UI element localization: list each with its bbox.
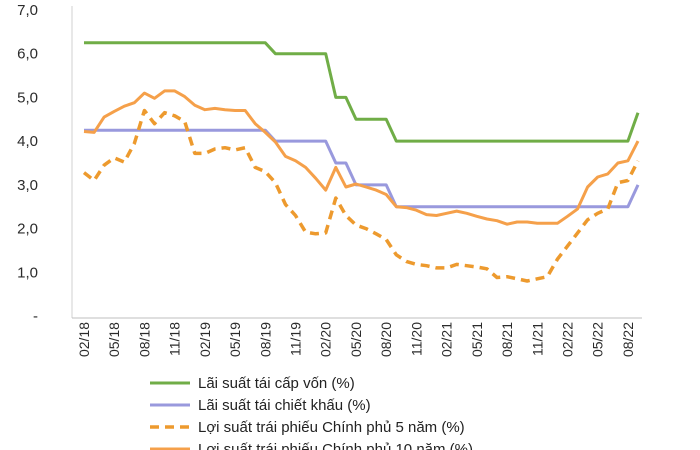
x-tick-label: 05/18: [106, 322, 122, 357]
x-tick-label: 02/22: [559, 322, 575, 357]
x-tick-label: 02/20: [318, 322, 334, 357]
y-tick-label: 5,0: [17, 89, 38, 106]
y-tick-label: 3,0: [17, 177, 38, 194]
legend-label: Lợi suất trái phiếu Chính phủ 5 năm (%): [198, 419, 465, 436]
series-lines: [82, 41, 640, 283]
y-tick-label: 7,0: [17, 2, 38, 19]
x-tick-label: 11/19: [288, 322, 304, 356]
y-tick-label: 1,0: [17, 264, 38, 281]
legend-label: Lợi suất trái phiếu Chính phủ 10 năm (%): [198, 441, 473, 450]
y-tick-label: -: [33, 308, 38, 325]
legend-label: Lãi suất tái cấp vốn (%): [198, 375, 355, 392]
x-tick-label: 05/20: [348, 322, 364, 357]
x-tick-label: 02/21: [439, 322, 455, 357]
x-tick-label: 05/22: [590, 322, 606, 357]
x-tick-label: 02/18: [76, 322, 92, 357]
legend: Lãi suất tái cấp vốn (%) Lãi suất tái chi…: [150, 375, 473, 450]
x-tick-label: 08/20: [378, 322, 394, 357]
x-tick-labels: 02/18 05/18 08/18 11/18 02/19 05/19 08/19 11/19…: [76, 322, 636, 357]
series-line-4: [83, 89, 640, 226]
y-tick-label: 6,0: [17, 46, 38, 63]
y-tick-labels: - 1,0 2,0 3,0 4,0 5,0 6,0 7,0: [17, 2, 38, 325]
series-line-1: [84, 41, 640, 143]
x-tick-label: 08/19: [257, 322, 273, 357]
y-tick-label: 4,0: [17, 133, 38, 150]
legend-label: Lãi suất tái chiết khấu (%): [198, 397, 371, 414]
x-tick-label: 02/19: [197, 322, 213, 357]
x-tick-label: 08/21: [499, 322, 515, 357]
x-tick-label: 11/20: [408, 322, 424, 356]
x-tick-label: 05/19: [227, 322, 243, 357]
x-tick-label: 11/18: [167, 322, 183, 356]
x-tick-label: 11/21: [529, 322, 545, 356]
x-tick-label: 08/22: [620, 322, 636, 357]
x-tick-label: 08/18: [136, 322, 152, 357]
x-tick-label: 05/21: [469, 322, 485, 357]
series-line-3: [82, 108, 640, 283]
y-tick-label: 2,0: [17, 221, 38, 238]
